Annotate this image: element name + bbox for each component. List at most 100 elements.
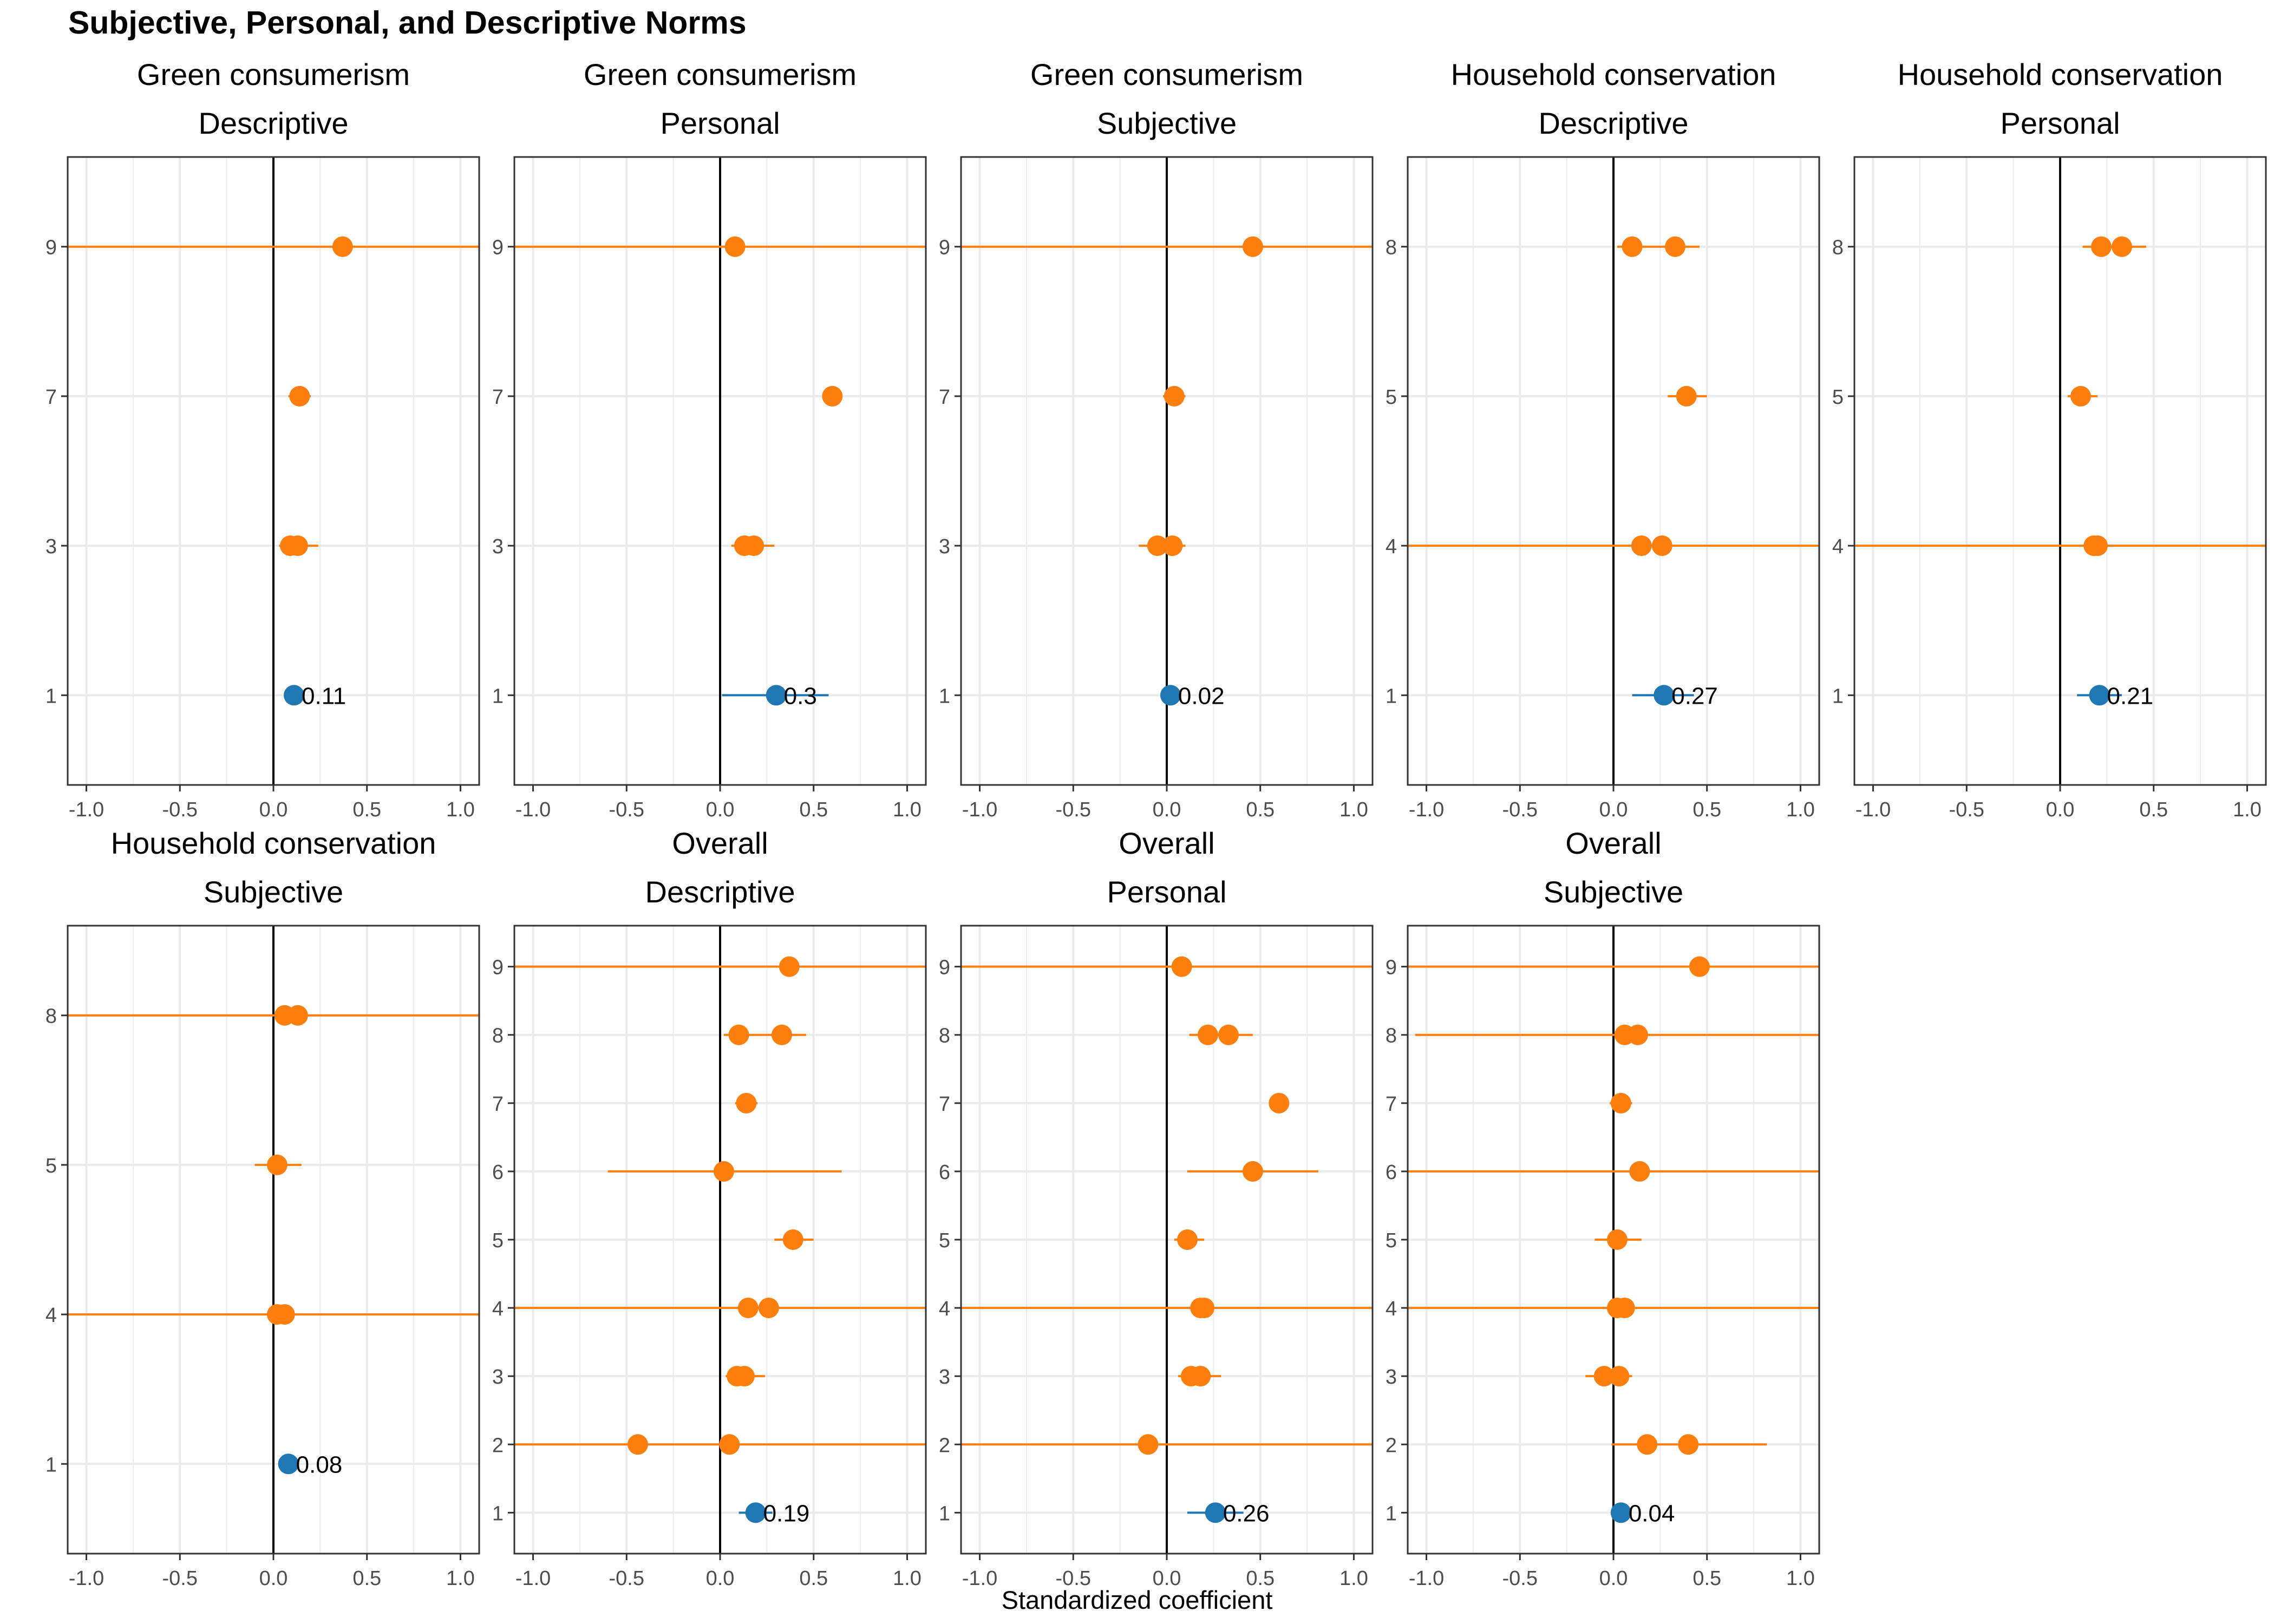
figure-title: Subjective, Personal, and Descriptive No… <box>68 5 747 41</box>
x-tick-label: 0.0 <box>1153 798 1181 821</box>
pooled-value-label: 0.26 <box>1223 1500 1270 1527</box>
y-tick-label: 3 <box>45 535 57 558</box>
study-point <box>1164 385 1185 407</box>
x-tick-label: 0.5 <box>1693 1567 1721 1590</box>
study-point <box>1689 956 1710 977</box>
x-tick-label: -0.5 <box>1502 1567 1538 1590</box>
x-tick-label: 0.5 <box>799 798 828 821</box>
facet-subtitle: Personal <box>1107 875 1227 909</box>
pooled-point <box>745 1502 766 1523</box>
study-point <box>1606 1229 1628 1250</box>
y-tick-label: 1 <box>939 1502 950 1525</box>
study-point <box>724 236 746 257</box>
study-point <box>1631 535 1652 556</box>
x-tick-label: 0.5 <box>1693 798 1721 821</box>
study-point <box>289 385 310 407</box>
x-tick-label: 0.0 <box>1599 1567 1628 1590</box>
study-point <box>2112 236 2132 257</box>
x-tick-label: 1.0 <box>893 1567 922 1590</box>
facet-title: Green consumerism <box>583 57 857 91</box>
facet-subtitle: Subjective <box>1096 106 1237 140</box>
x-tick-label: -0.5 <box>609 1567 644 1590</box>
y-tick-label: 3 <box>492 1366 504 1389</box>
y-tick-label: 4 <box>1386 1298 1397 1320</box>
facet-subtitle: Descriptive <box>645 875 795 909</box>
y-tick-label: 4 <box>1832 535 1844 558</box>
y-tick-label: 5 <box>1386 1229 1397 1252</box>
facet-title: Overall <box>1565 826 1662 860</box>
study-point <box>1269 1092 1290 1114</box>
pooled-value-label: 0.3 <box>784 683 817 709</box>
plot-area: 0.08 1 4 5 8 -1.0 -0.5 0.0 0.5 1.0 <box>45 925 480 1590</box>
study-point <box>1194 1298 1215 1319</box>
y-tick-label: 3 <box>939 535 950 558</box>
study-point <box>1147 535 1168 556</box>
x-tick-label: 1.0 <box>1339 1567 1368 1590</box>
pooled-value-label: 0.21 <box>2107 683 2154 709</box>
facet-panel: Overall Descriptive 0.19 1 2 3 4 5 6 7 8 9 -1.0 -0.5 0… <box>492 826 927 1613</box>
y-tick-label: 6 <box>492 1161 504 1184</box>
facet-title: Overall <box>1119 826 1215 860</box>
facet-title: Household conservation <box>1897 57 2223 91</box>
pooled-value-label: 0.19 <box>763 1500 810 1527</box>
y-tick-label: 1 <box>45 1453 57 1476</box>
study-point <box>1627 1024 1648 1045</box>
y-tick-label: 9 <box>939 957 950 979</box>
plot-area: 0.02 1 3 7 9 -1.0 -0.5 0.0 0.5 1.0 <box>939 156 1374 821</box>
x-tick-label: 0.0 <box>1153 1567 1181 1590</box>
y-tick-label: 7 <box>45 386 57 409</box>
y-tick-label: 9 <box>939 237 950 259</box>
x-tick-label: 0.0 <box>259 1567 288 1590</box>
facet-subtitle: Subjective <box>203 875 344 909</box>
study-point <box>728 1024 749 1045</box>
x-tick-label: -1.0 <box>515 1567 551 1590</box>
facet-panel: Green consumerism Subjective 0.02 1 3 7 9 -1.0 -… <box>939 57 1374 844</box>
x-tick-label: 1.0 <box>2233 798 2262 821</box>
x-tick-label: -1.0 <box>69 1567 104 1590</box>
x-tick-label: -1.0 <box>1855 798 1891 821</box>
facet-title: Household conservation <box>1450 57 1776 91</box>
study-point <box>1614 1298 1635 1319</box>
pooled-point <box>1160 685 1181 706</box>
facet-subtitle: Descriptive <box>198 106 349 140</box>
y-tick-label: 9 <box>45 237 57 259</box>
facet-subtitle: Descriptive <box>1538 106 1689 140</box>
y-tick-label: 4 <box>939 1298 950 1320</box>
x-tick-label: 1.0 <box>446 798 475 821</box>
study-point <box>1676 385 1697 407</box>
study-point <box>287 535 308 556</box>
study-point <box>772 1024 792 1045</box>
study-point <box>719 1434 740 1455</box>
plot-area: 0.26 1 2 3 4 5 6 7 8 9 -1.0 -0.5 0.0 0.5 1.0 <box>939 925 1374 1590</box>
pooled-value-label: 0.11 <box>302 683 346 709</box>
y-tick-label: 8 <box>1386 237 1397 259</box>
y-tick-label: 1 <box>45 685 57 708</box>
x-tick-label: -1.0 <box>962 1567 997 1590</box>
y-tick-label: 5 <box>492 1229 504 1252</box>
x-tick-label: 0.5 <box>1246 1567 1275 1590</box>
study-point <box>1678 1434 1699 1455</box>
plot-area: 0.21 1 4 5 8 -1.0 -0.5 0.0 0.5 1.0 <box>1832 156 2267 821</box>
x-tick-label: 1.0 <box>446 1567 475 1590</box>
study-point <box>758 1298 779 1319</box>
x-axis-label: Standardized coefficient <box>1001 1586 1273 1614</box>
facet-subtitle: Personal <box>2000 106 2120 140</box>
plot-area: 0.11 1 3 7 9 -1.0 -0.5 0.0 0.5 1.0 <box>45 156 480 821</box>
study-point <box>822 385 843 407</box>
x-tick-label: -1.0 <box>1409 798 1444 821</box>
study-point <box>1177 1229 1198 1250</box>
pooled-point <box>1654 685 1675 706</box>
pooled-point <box>1205 1502 1226 1523</box>
x-tick-label: 0.5 <box>2139 798 2168 821</box>
facet-panel: Overall Subjective 0.04 1 2 3 4 5 6 7 8 9 -1.0 -0.5 0.… <box>1386 826 1820 1613</box>
study-point <box>1162 535 1183 556</box>
y-tick-label: 2 <box>492 1434 504 1457</box>
x-tick-label: -0.5 <box>162 1567 198 1590</box>
study-point <box>1198 1024 1218 1045</box>
facet-panel: Household conservation Descriptive 0.27 1 4 5… <box>1386 57 1820 844</box>
study-point <box>1171 956 1192 977</box>
y-tick-label: 5 <box>1832 386 1844 409</box>
study-point <box>1242 1161 1263 1182</box>
pooled-point <box>278 1453 299 1475</box>
facet-panel: Green consumerism Personal 0.3 1 3 7 9 -1.0 -0.5… <box>492 57 927 844</box>
